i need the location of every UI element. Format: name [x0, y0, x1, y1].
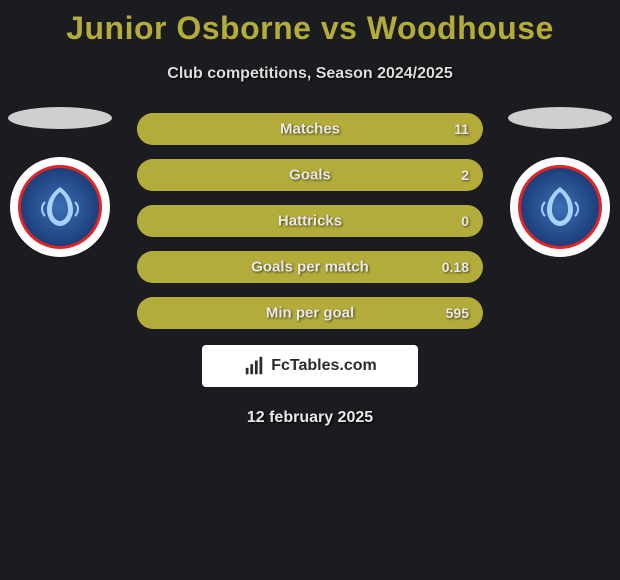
- comparison-area: Matches 11 Goals 2 Hattricks 0 Goals per match…: [0, 113, 620, 427]
- phoenix-icon: [35, 182, 85, 232]
- stat-row: Hattricks 0: [137, 205, 483, 237]
- player-right: [500, 107, 620, 257]
- stat-row: Matches 11: [137, 113, 483, 145]
- stat-label: Min per goal: [266, 305, 354, 322]
- stat-row: Min per goal 595: [137, 297, 483, 329]
- player-shadow: [8, 107, 112, 129]
- stat-label: Goals per match: [251, 259, 369, 276]
- stat-label: Matches: [280, 121, 340, 138]
- stat-label: Hattricks: [278, 213, 342, 230]
- club-badge-left: [10, 157, 110, 257]
- stat-value-right: 2: [461, 167, 469, 183]
- stat-row: Goals per match 0.18: [137, 251, 483, 283]
- page-title: Junior Osborne vs Woodhouse: [0, 0, 620, 47]
- stat-row: Goals 2: [137, 159, 483, 191]
- brand-badge: FcTables.com: [202, 345, 418, 387]
- stat-value-right: 11: [454, 121, 469, 137]
- stats-list: Matches 11 Goals 2 Hattricks 0 Goals per match…: [137, 113, 483, 329]
- badge-inner: [518, 165, 602, 249]
- subtitle: Club competitions, Season 2024/2025: [0, 65, 620, 83]
- chart-icon: [243, 355, 265, 377]
- date-text: 12 february 2025: [0, 409, 620, 427]
- phoenix-icon: [535, 182, 585, 232]
- badge-inner: [18, 165, 102, 249]
- player-left: [0, 107, 120, 257]
- stat-value-right: 595: [446, 305, 469, 321]
- brand-text: FcTables.com: [271, 357, 377, 375]
- stat-label: Goals: [289, 167, 331, 184]
- player-shadow: [508, 107, 612, 129]
- stat-value-right: 0.18: [442, 259, 469, 275]
- stat-value-right: 0: [461, 213, 469, 229]
- club-badge-right: [510, 157, 610, 257]
